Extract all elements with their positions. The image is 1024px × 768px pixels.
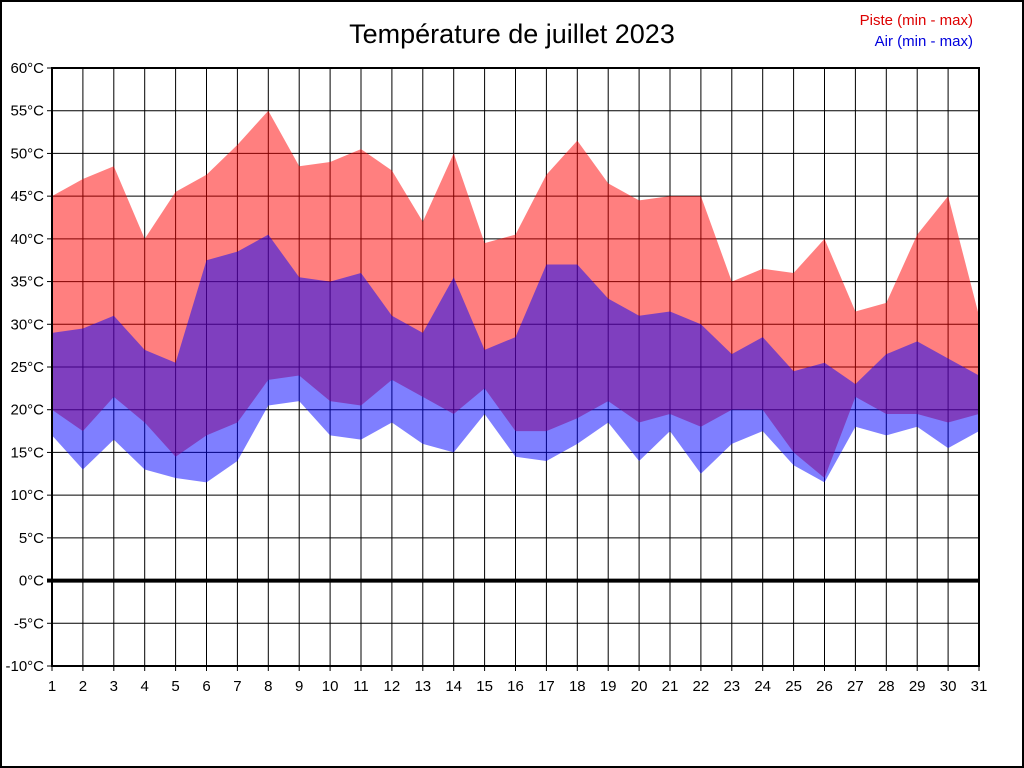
y-tick-label: 5°C (19, 530, 44, 547)
x-tick-label: 20 (631, 678, 648, 695)
x-tick-label: 19 (600, 678, 617, 695)
x-tick-label: 13 (414, 678, 431, 695)
y-tick-label: 60°C (10, 60, 44, 77)
x-tick-label: 2 (79, 678, 87, 695)
x-tick-label: 15 (476, 678, 493, 695)
y-axis-labels: 60°C 55°C 50°C 45°C 40°C 35°C 30°C 25°C 20°C 15°C… (5, 60, 44, 675)
y-tick-label: 40°C (10, 231, 44, 248)
x-tick-label: 27 (847, 678, 864, 695)
x-tick-label: 4 (141, 678, 149, 695)
x-tick-label: 8 (264, 678, 272, 695)
x-tick-label: 25 (785, 678, 802, 695)
chart-title: Température de juillet 2023 (349, 19, 675, 49)
x-tick-label: 5 (171, 678, 179, 695)
plot-frame (51, 67, 980, 667)
x-tick-label: 22 (693, 678, 710, 695)
y-tick-label: 15°C (10, 444, 44, 461)
x-tick-label: 23 (723, 678, 740, 695)
x-tick-label: 9 (295, 678, 303, 695)
x-tick-label: 14 (445, 678, 462, 695)
y-tick-label: 20°C (10, 402, 44, 419)
x-tick-label: 31 (971, 678, 988, 695)
y-tick-label: -5°C (14, 615, 44, 632)
y-tick-label: 35°C (10, 274, 44, 291)
x-tick-label: 7 (233, 678, 241, 695)
x-tick-label: 26 (816, 678, 833, 695)
x-tick-label: 12 (384, 678, 401, 695)
x-tick-label: 18 (569, 678, 586, 695)
x-tick-label: 6 (202, 678, 210, 695)
y-tick-label: 10°C (10, 487, 44, 504)
x-tick-label: 16 (507, 678, 524, 695)
x-tick-label: 21 (662, 678, 679, 695)
y-tick-label: 30°C (10, 316, 44, 333)
y-tick-label: 25°C (10, 359, 44, 376)
x-tick-label: 3 (110, 678, 118, 695)
x-tick-label: 1 (48, 678, 56, 695)
legend-entry-piste: Piste (min - max) (859, 12, 973, 29)
y-tick-label: 45°C (10, 188, 44, 205)
x-tick-label: 28 (878, 678, 895, 695)
legend-entry-air: Air (min - max) (874, 33, 973, 50)
air-band (52, 234, 979, 483)
y-tick-label: 55°C (10, 103, 44, 120)
y-tick-label: 0°C (19, 573, 44, 590)
y-tick-label: 50°C (10, 145, 44, 162)
x-tick-label: 29 (909, 678, 926, 695)
x-tick-label: 30 (940, 678, 957, 695)
x-tick-label: 10 (322, 678, 339, 695)
y-tick-label: -10°C (5, 658, 44, 675)
x-tick-label: 24 (754, 678, 771, 695)
x-axis-labels: 1 2 3 4 5 6 7 8 9 10 11 12 13 14 15 16 17 18 19 20 21 22 23 24 2… (48, 678, 988, 695)
legend: Piste (min - max) Air (min - max) (860, 10, 973, 52)
x-tick-label: 17 (538, 678, 555, 695)
x-tick-label: 11 (353, 678, 369, 695)
